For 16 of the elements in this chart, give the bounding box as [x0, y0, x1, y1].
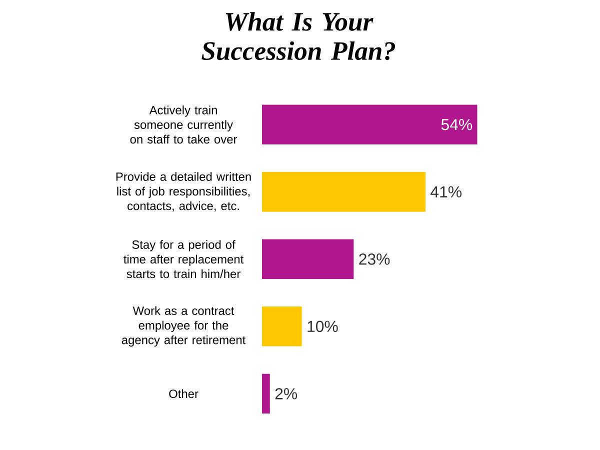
- bar: [262, 172, 426, 212]
- data-label: 10%: [308, 320, 338, 332]
- data-label: 2%: [275, 388, 298, 400]
- data-label: 41%: [430, 186, 462, 198]
- bar: [262, 239, 354, 279]
- bar: [262, 374, 270, 414]
- bar: [262, 104, 478, 144]
- data-label: 23%: [359, 253, 390, 265]
- y-tick-label: Work as a contract employee for the agency after retirement: [122, 306, 246, 347]
- data-label: 54%: [441, 118, 472, 130]
- y-tick-label: Other: [169, 389, 198, 398]
- y-tick-label: Actively train someone currently on staff to take over: [130, 106, 238, 144]
- y-tick-label: Provide a detailed written list of job responsibilities, contacts, advice, etc.: [116, 172, 251, 212]
- chart-title: What Is Your Succession Plan?: [202, 12, 396, 60]
- y-tick-label: Stay for a period of time after replacement starts to train him/her: [124, 240, 244, 278]
- bar: [262, 306, 302, 346]
